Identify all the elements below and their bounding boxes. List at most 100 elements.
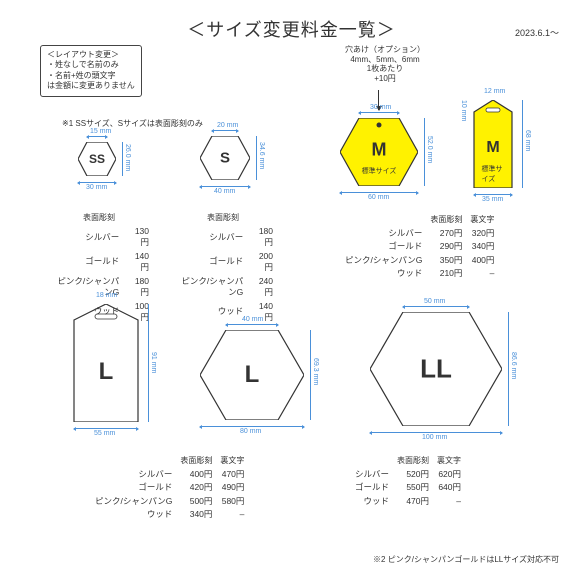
- p: –: [217, 509, 247, 520]
- p: 200円: [248, 251, 276, 274]
- note-l4: は金額に変更ありません: [47, 81, 135, 91]
- dim-ll-h: 86.6 mm: [510, 352, 517, 379]
- hole-l2: 4mm、5mm、6mm: [345, 55, 425, 65]
- p: 550円: [394, 482, 432, 493]
- hdr-s: 表面彫刻: [168, 213, 278, 224]
- page-title: ＜サイズ変更料金一覧＞: [0, 0, 583, 42]
- p: 340円: [177, 509, 215, 520]
- footnote-1: ※1 SSサイズ、Sサイズは表面彫刻のみ: [62, 118, 203, 129]
- dim-ltag-w: 55 mm: [94, 430, 115, 437]
- dim-ltag-slot: 18 mm: [96, 292, 117, 299]
- m: ゴールド: [170, 251, 246, 274]
- shape-s: S 40 mm 20 mm 34.6 mm: [200, 136, 250, 182]
- p: 400円: [467, 255, 497, 266]
- shape-l-tag: L 55 mm 18 mm 91 mm: [70, 304, 142, 424]
- label-l-tag: L: [99, 358, 114, 386]
- m: ゴールド: [352, 482, 392, 493]
- dim-ss-h: 26.0 mm: [124, 144, 131, 171]
- dim-ltag-h: 91 mm: [150, 352, 157, 373]
- p: 420円: [177, 482, 215, 493]
- dim-s-inner: 20 mm: [217, 122, 238, 129]
- h2: 裏文字: [467, 215, 497, 226]
- p: 130円: [124, 226, 152, 249]
- m: ゴールド: [92, 482, 175, 493]
- dim-lhex-inner: 40 mm: [242, 316, 263, 323]
- note-l2: ・姓なしで名前のみ: [47, 60, 135, 70]
- label-m-hex: M: [372, 140, 387, 161]
- label-ss: SS: [89, 152, 105, 166]
- h2: 裏文字: [217, 456, 247, 467]
- m: シルバー: [342, 228, 425, 239]
- price-s: 表面彫刻 シルバー180円 ゴールド200円 ピンク/シャンパンG240円 ウッ…: [168, 213, 278, 326]
- layout-note-box: ＜レイアウト変更＞ ・姓なしで名前のみ ・名前+姓の頭文字 は金額に変更ありませ…: [40, 45, 142, 97]
- p: 470円: [394, 496, 432, 507]
- h1: 表面彫刻: [394, 456, 432, 467]
- m: シルバー: [92, 469, 175, 480]
- shape-ss: SS 30 mm 15 mm 26.0 mm: [78, 142, 116, 178]
- label-s: S: [220, 150, 230, 167]
- p: 340円: [467, 241, 497, 252]
- p: 180円: [124, 276, 152, 299]
- dim-mtag-w: 35 mm: [482, 196, 503, 203]
- m: ウッド: [92, 509, 175, 520]
- h1: 表面彫刻: [427, 215, 465, 226]
- note-l3: ・名前+姓の頭文字: [47, 71, 135, 81]
- p: 320円: [467, 228, 497, 239]
- note-l1: ＜レイアウト変更＞: [47, 50, 135, 60]
- price-ll: 表面彫刻裏文字 シルバー520円620円 ゴールド550円640円 ウッド470…: [350, 454, 540, 509]
- dim-mhex-inner: 30 mm: [370, 104, 391, 111]
- dim-ll-w: 100 mm: [422, 434, 447, 441]
- m: ピンク/シャンパンG: [170, 276, 246, 299]
- p: 620円: [434, 469, 464, 480]
- shape-m-tag: M 標準サイズ 35 mm 12 mm 68 mm 10 mm: [470, 100, 516, 190]
- m: ウッド: [342, 268, 425, 279]
- p: 350円: [427, 255, 465, 266]
- dim-lhex-h: 69.3 mm: [312, 358, 319, 385]
- label-m-tag: M: [486, 139, 499, 157]
- dim-mtag-toph: 10 mm: [460, 100, 467, 121]
- p: 400円: [177, 469, 215, 480]
- shape-m-hex: M 標準サイズ 60 mm 30 mm 52.0 mm: [340, 118, 418, 188]
- hole-option-note: 穴あけ（オプション） 4mm、5mm、6mm 1枚あたり +10円: [345, 45, 425, 83]
- dim-s-w: 40 mm: [214, 188, 235, 195]
- p: 580円: [217, 496, 247, 507]
- p: 490円: [217, 482, 247, 493]
- m: シルバー: [170, 226, 246, 249]
- p: 500円: [177, 496, 215, 507]
- label-ll: LL: [420, 354, 452, 385]
- dim-ss-w: 30 mm: [86, 184, 107, 191]
- dim-mhex-h: 52.0 mm: [426, 136, 433, 163]
- price-l: 表面彫刻裏文字 シルバー400円470円 ゴールド420円490円 ピンク/シャ…: [90, 454, 280, 523]
- h2: 裏文字: [434, 456, 464, 467]
- hole-l4: +10円: [345, 74, 425, 84]
- m: ゴールド: [46, 251, 122, 274]
- p: 470円: [217, 469, 247, 480]
- price-m: 表面彫刻裏文字 シルバー270円320円 ゴールド290円340円 ピンク/シャ…: [340, 213, 510, 282]
- std-m-tag: 標準サイズ: [482, 164, 505, 184]
- p: 640円: [434, 482, 464, 493]
- effective-date: 2023.6.1～: [515, 26, 559, 39]
- p: –: [467, 268, 497, 279]
- m: シルバー: [352, 469, 392, 480]
- p: –: [434, 496, 464, 507]
- p: 140円: [124, 251, 152, 274]
- m: ピンク/シャンパンG: [92, 496, 175, 507]
- hole-l1: 穴あけ（オプション）: [345, 45, 425, 55]
- dim-ll-inner: 50 mm: [424, 298, 445, 305]
- shape-ll: LL 100 mm 50 mm 86.6 mm: [370, 312, 502, 428]
- dim-mtag-h: 68 mm: [524, 130, 531, 151]
- dim-mhex-w: 60 mm: [368, 194, 389, 201]
- p: 180円: [248, 226, 276, 249]
- dim-lhex-w: 80 mm: [240, 428, 261, 435]
- m: ゴールド: [342, 241, 425, 252]
- hole-l3: 1枚あたり: [345, 64, 425, 74]
- p: 290円: [427, 241, 465, 252]
- footnote-2: ※2 ピンク/シャンパンゴールドはLLサイズ対応不可: [373, 554, 559, 565]
- shape-l-hex: L 80 mm 40 mm 69.3 mm: [200, 330, 304, 422]
- dim-ss-inner: 15 mm: [90, 128, 111, 135]
- dim-s-h: 34.6 mm: [258, 142, 265, 169]
- m: ウッド: [352, 496, 392, 507]
- p: 240円: [248, 276, 276, 299]
- m: ピンク/シャンパンG: [342, 255, 425, 266]
- m: ウッド: [170, 301, 246, 324]
